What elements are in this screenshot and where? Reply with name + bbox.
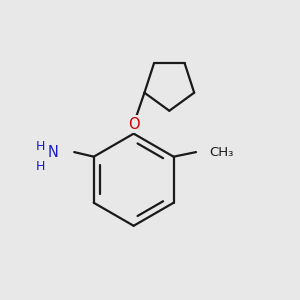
Text: H: H [35,160,45,173]
Text: H: H [35,140,45,153]
Text: N: N [48,145,59,160]
Text: CH₃: CH₃ [209,146,234,159]
Text: O: O [128,117,140,132]
